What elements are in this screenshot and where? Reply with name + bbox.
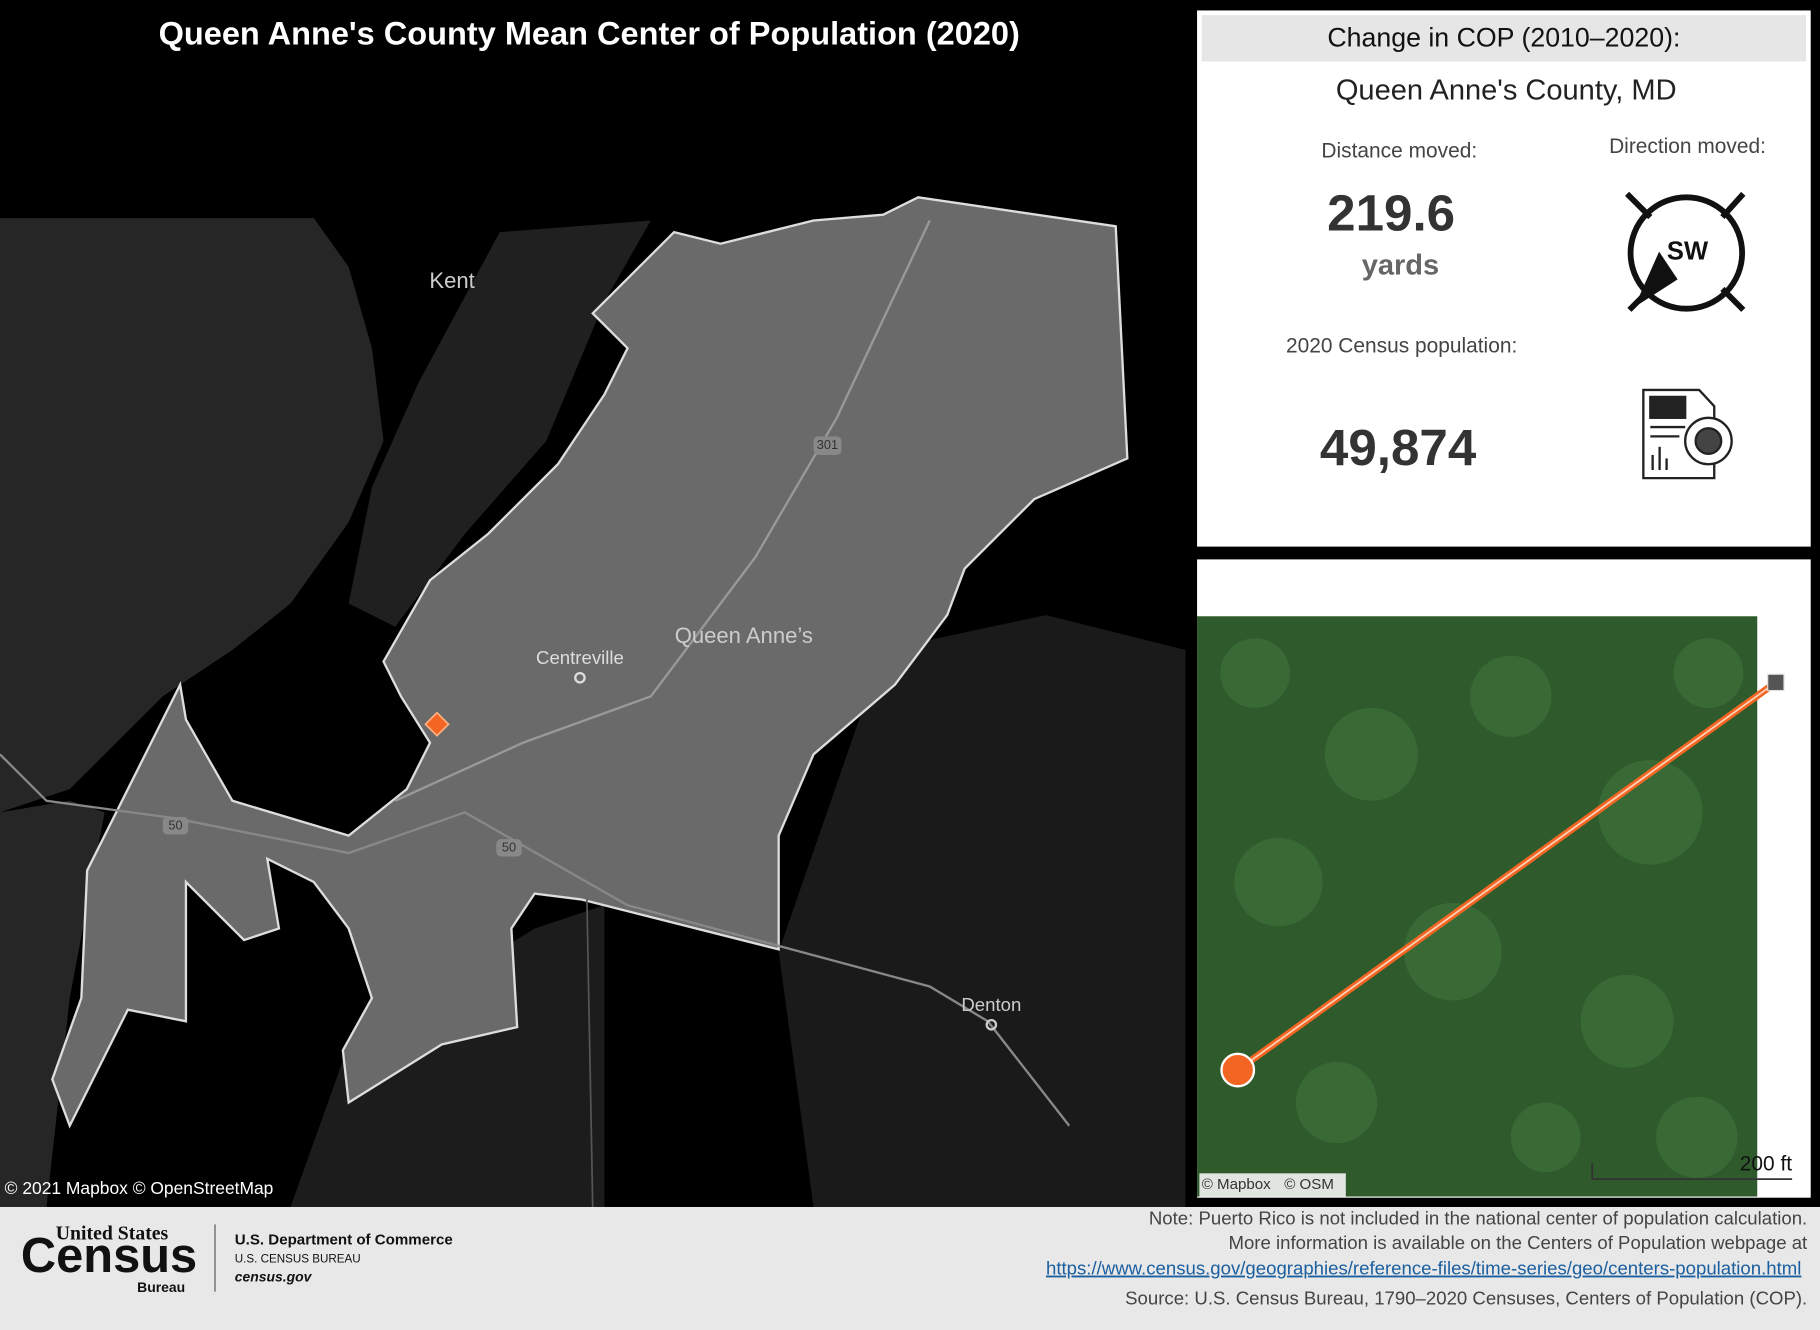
link[interactable]: https://www.census.gov/geographies/refer…	[1046, 1258, 1801, 1279]
census-report-icon	[1642, 388, 1733, 480]
route-label: 301	[817, 437, 838, 452]
route-shield	[496, 839, 522, 857]
logo-top: United States	[56, 1222, 169, 1244]
road	[586, 899, 594, 1207]
land	[0, 800, 105, 1207]
logo-main: Census	[21, 1229, 197, 1283]
inset-map: © Mapbox © OSM 200 ft	[1197, 559, 1811, 1198]
note: More information is available on the Cen…	[1228, 1232, 1808, 1253]
panel-heading: Change in COP (2010–2020):	[1327, 23, 1680, 53]
place-label: Denton	[961, 994, 1021, 1015]
distance-label: Distance moved:	[1321, 140, 1477, 163]
footer: United States Census Bureau U.S. Departm…	[0, 1206, 1820, 1330]
agency: census.gov	[235, 1268, 313, 1284]
place-label: Centreville	[536, 647, 624, 668]
place-dot	[574, 671, 586, 684]
title: Queen Anne's County Mean Center of Popul…	[159, 16, 1020, 52]
county-boundary	[51, 196, 1129, 1129]
attribution: © 2021 Mapbox © OpenStreetMap	[5, 1178, 274, 1198]
note: Note: Puerto Rico is not included in the…	[1149, 1208, 1807, 1229]
scale-bar	[1591, 1162, 1793, 1180]
land	[778, 615, 1186, 1207]
attribution-bg	[1199, 1173, 1346, 1197]
population-label: 2020 Census population:	[1286, 335, 1517, 358]
route-shield	[162, 817, 189, 835]
footer-bg	[0, 1206, 1820, 1330]
cop-2010[interactable]	[1767, 673, 1785, 692]
direction: SW	[1667, 238, 1709, 266]
road	[394, 220, 931, 802]
direction-label: Direction moved:	[1609, 135, 1766, 158]
center-of-population[interactable]	[424, 711, 450, 737]
agency: U.S. Department of Commerce	[235, 1232, 453, 1249]
land	[290, 905, 605, 1207]
map: Kent Queen Anne’s Centreville Denton 301…	[0, 196, 1186, 1207]
route-shield	[813, 436, 842, 455]
route-label: 50	[168, 818, 182, 833]
source: Source: U.S. Census Bureau, 1790–2020 Ce…	[1125, 1288, 1807, 1309]
agency: U.S. CENSUS BUREAU	[235, 1252, 361, 1265]
route-label: 50	[502, 840, 516, 855]
distance: 219.6	[1327, 185, 1455, 242]
info-panel: Change in COP (2010–2020): Queen Anne's …	[1197, 10, 1811, 547]
attribution: © Mapbox	[1202, 1176, 1271, 1193]
scale-label: 200 ft	[1740, 1153, 1793, 1176]
place-label: Queen Anne’s	[675, 623, 813, 648]
population: 49,874	[1320, 419, 1477, 476]
place: Queen Anne's County, MD	[1336, 74, 1677, 106]
land	[0, 218, 384, 813]
tree-texture	[1220, 638, 1744, 1178]
movement-line-highlight	[1237, 681, 1777, 1071]
compass-icon	[1625, 191, 1746, 312]
road	[0, 753, 1071, 1127]
distance-unit: yards	[1362, 250, 1439, 282]
place-label: Kent	[429, 268, 474, 293]
attribution: © OSM	[1284, 1176, 1334, 1193]
place-dot	[985, 1018, 998, 1031]
logo-sub: Bureau	[137, 1279, 185, 1295]
land	[348, 220, 651, 627]
panel-heading-bg	[1201, 15, 1807, 62]
cop-2020[interactable]	[1220, 1052, 1256, 1088]
